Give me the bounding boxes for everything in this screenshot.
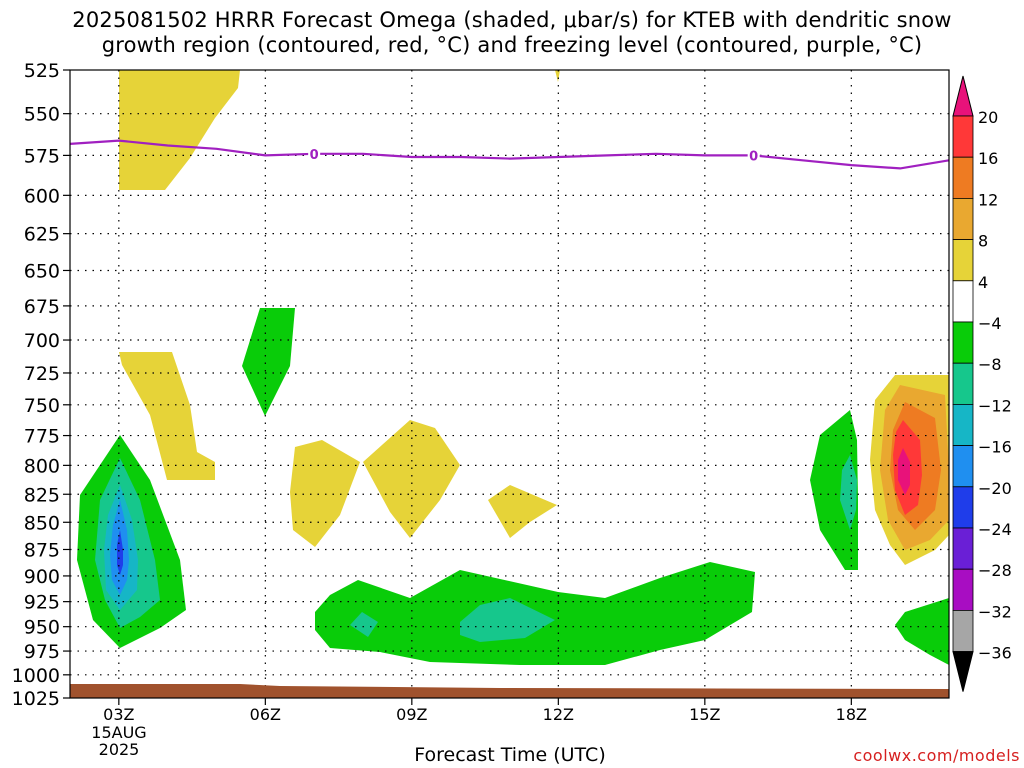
y-tick-label: 525 [24,60,60,82]
x-date-day: 15AUG [91,723,147,742]
y-tick-label: 625 [24,224,60,246]
omega-region [119,352,215,480]
omega-region [460,598,555,642]
y-tick-label: 600 [24,185,60,207]
y-tick-label: 725 [24,363,60,385]
colorbar-label: −28 [978,561,1012,580]
contour-label-bg [747,147,760,163]
omega-region [840,455,857,530]
y-tick-label: 925 [24,592,60,614]
omega-region [810,410,858,570]
colorbar-swatch [952,115,974,158]
freezing-level-label: 0 [749,149,758,164]
colorbar-swatch [952,280,974,323]
omega-region [555,70,560,82]
omega-region [895,598,949,665]
y-tick-label: 800 [24,455,60,477]
freezing-level-label: 0 [310,148,319,163]
x-date-year: 2025 [98,740,140,759]
colorbar-bottom-arrow [952,651,974,692]
omega-region [119,70,240,190]
colorbar-swatch [952,486,974,529]
y-tick-label: 1025 [12,688,60,710]
colorbar-label: −4 [978,314,1002,333]
y-tick-label: 950 [24,617,60,639]
x-tick-label: 06Z [250,705,281,724]
omega-region [488,485,557,538]
omega-region [290,440,360,547]
x-tick-label: 12Z [543,705,574,724]
y-tick-label: 575 [24,145,60,167]
colorbar-swatch [952,362,974,405]
colorbar-label: 12 [978,190,998,209]
y-tick-label: 550 [24,104,60,126]
credit-link[interactable]: coolwx.com/models [853,746,1020,765]
omega-shading [77,70,949,665]
colorbar-label: 20 [978,108,998,127]
colorbar-swatch [952,156,974,199]
title-line-1: 2025081502 HRRR Forecast Omega (shaded, … [72,8,952,32]
freezing-level-line [69,139,950,170]
y-tick-label: 775 [24,426,60,448]
y-tick-label: 750 [24,395,60,417]
colorbar-top-arrow [952,75,974,117]
chart-title: 2025081502 HRRR Forecast Omega (shaded, … [0,8,1024,58]
colorbar-swatch [952,321,974,364]
omega-region [363,420,460,538]
colorbar-label: 16 [978,149,998,168]
x-tick-label: 18Z [836,705,867,724]
ground-fill [70,684,949,698]
colorbar-label: −20 [978,479,1012,498]
y-tick-label: 650 [24,260,60,282]
colorbar-swatch [952,610,974,653]
omega-region [898,448,910,495]
colorbar-label: −32 [978,602,1012,621]
colorbar-swatch [952,568,974,611]
colorbar: 20 16 12 8 4 −4 −8 −12 −16 −20 −24 −28 −32 −36 [952,75,1012,692]
x-axis: 03Z 06Z 09Z 12Z 15Z 18Z [103,698,867,724]
plot-frame [69,69,950,699]
x-tick-label: 03Z [103,705,134,724]
contour-label-bg [308,145,321,161]
y-tick-label: 975 [24,641,60,663]
colorbar-label: 4 [978,273,988,292]
omega-region [242,308,295,416]
y-tick-label: 900 [24,566,60,588]
colorbar-swatch [952,197,974,240]
x-tick-label: 09Z [396,705,427,724]
colorbar-label: −12 [978,396,1012,415]
y-tick-label: 850 [24,512,60,534]
y-tick-label: 825 [24,484,60,506]
y-tick-label: 700 [24,330,60,352]
omega-region [117,530,123,575]
colorbar-label: −36 [978,644,1012,663]
colorbar-swatch [952,403,974,446]
colorbar-label: −24 [978,520,1012,539]
colorbar-label: 8 [978,232,988,251]
ground-strip [70,684,949,698]
colorbar-swatch [952,527,974,570]
y-axis: 525 550 575 600 625 650 675 700 725 750 775 800 825 8… [12,60,70,710]
y-tick-label: 675 [24,296,60,318]
y-tick-label: 1000 [12,665,60,687]
title-line-2: growth region (contoured, red, °C) and f… [101,33,923,57]
y-tick-label: 875 [24,539,60,561]
x-tick-label: 15Z [689,705,720,724]
x-axis-label: Forecast Time (UTC) [414,744,606,766]
colorbar-swatch [952,239,974,282]
colorbar-label: −8 [978,355,1002,374]
colorbar-swatch [952,445,974,488]
colorbar-label: −16 [978,438,1012,457]
omega-region [350,612,378,637]
